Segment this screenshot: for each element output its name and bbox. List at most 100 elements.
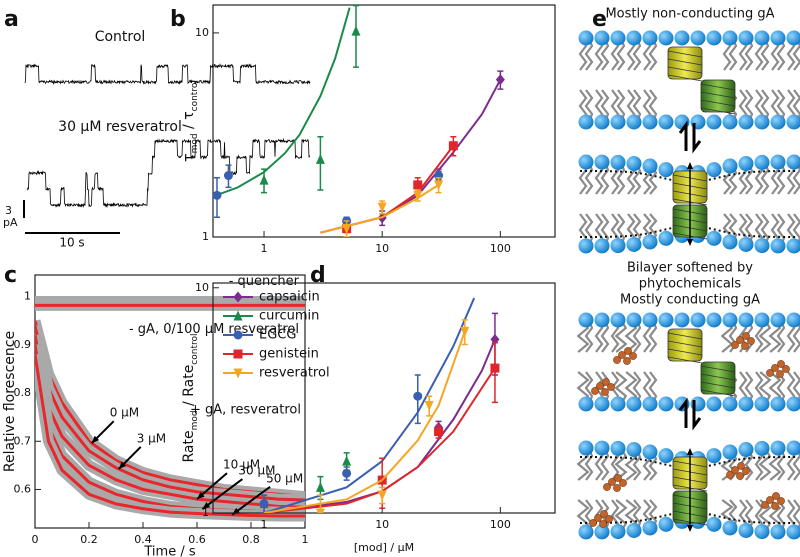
data-point bbox=[342, 224, 352, 235]
curve-label: 50 µM bbox=[266, 471, 303, 485]
helix-stripe bbox=[700, 99, 736, 107]
lipid-head bbox=[626, 442, 642, 458]
scale-label: 10 s bbox=[59, 236, 84, 250]
lipid-head bbox=[578, 154, 594, 170]
y-axis-label: Relative florescence bbox=[2, 331, 18, 472]
phytochemical bbox=[766, 369, 774, 377]
membrane-boundary bbox=[579, 511, 797, 524]
helix-stripe bbox=[700, 381, 736, 389]
lipid-head bbox=[738, 114, 754, 130]
phytochemical bbox=[589, 519, 597, 527]
data-point bbox=[315, 508, 325, 513]
phytochemical bbox=[623, 357, 631, 365]
gramicidin-helix bbox=[700, 79, 736, 113]
phytochemical bbox=[742, 467, 750, 475]
data-point bbox=[434, 427, 444, 437]
fit-curve bbox=[35, 334, 305, 509]
fit-line bbox=[263, 331, 466, 513]
lipid-head bbox=[594, 154, 610, 170]
lipid-tail bbox=[758, 447, 772, 481]
y-axis-label-part: mod bbox=[190, 410, 200, 430]
phytochemical bbox=[777, 497, 785, 505]
lipid-head bbox=[642, 444, 658, 460]
plot-area bbox=[213, 5, 505, 237]
data-point bbox=[342, 455, 352, 466]
data-point bbox=[413, 391, 423, 401]
lipid-head bbox=[754, 154, 770, 170]
lipid-head bbox=[786, 396, 800, 412]
panel-label: e bbox=[592, 7, 607, 32]
lipid-head bbox=[610, 154, 626, 170]
lipid-head bbox=[626, 236, 642, 252]
lipid-head bbox=[658, 516, 674, 532]
phytochemical bbox=[613, 356, 621, 364]
data-point bbox=[490, 363, 500, 373]
lipid-head bbox=[690, 30, 706, 46]
y-axis-label: τmod / τcontrol bbox=[181, 80, 200, 162]
legend-label: curcumin bbox=[259, 309, 319, 324]
fit-line bbox=[213, 7, 351, 198]
data-point bbox=[213, 190, 222, 200]
equilibrium-arrow bbox=[678, 397, 688, 428]
phytochemical bbox=[731, 466, 739, 474]
lipid-head bbox=[786, 30, 800, 46]
phytochemical bbox=[742, 332, 750, 340]
phytochemical bbox=[776, 370, 784, 378]
plot-frame bbox=[212, 4, 556, 238]
lipid-head bbox=[786, 238, 800, 254]
lipid-head bbox=[610, 396, 626, 412]
gramicidin-helix bbox=[667, 46, 703, 80]
lipid-head bbox=[658, 30, 674, 46]
lipid-head bbox=[594, 114, 610, 130]
lipid-head bbox=[642, 396, 658, 412]
y-tick-label: 0.8 bbox=[14, 386, 32, 399]
lipid-head bbox=[786, 524, 800, 540]
phytochemical bbox=[741, 342, 749, 350]
phytochemical bbox=[737, 462, 745, 470]
lipid-head bbox=[738, 522, 754, 538]
membrane-boundary bbox=[579, 225, 797, 238]
phytochemical bbox=[602, 378, 610, 386]
lipid-head bbox=[722, 312, 738, 328]
data-point bbox=[259, 499, 269, 509]
phytochemical bbox=[619, 479, 627, 487]
lipid-head bbox=[578, 114, 594, 130]
lipid-head bbox=[578, 238, 594, 254]
lipid-tail bbox=[758, 319, 772, 353]
helix-stripe bbox=[667, 66, 703, 74]
fit-line bbox=[320, 184, 440, 234]
phytochemical bbox=[726, 471, 734, 479]
y-axis-label-part: / Rate bbox=[181, 365, 197, 411]
lipid-tail bbox=[614, 371, 628, 405]
helix-stripe bbox=[700, 107, 736, 115]
legend-marker bbox=[233, 368, 243, 379]
data-point bbox=[315, 481, 325, 492]
lipid-head bbox=[722, 30, 738, 46]
arrow-head bbox=[91, 435, 100, 444]
helix-stripe bbox=[667, 50, 703, 58]
phytochemical bbox=[614, 474, 622, 482]
x-tick-label: 1 bbox=[261, 518, 268, 531]
ion-arrow bbox=[687, 162, 693, 169]
lipid-head bbox=[706, 162, 722, 178]
phytochemical bbox=[782, 365, 790, 373]
y-axis-label-part: / τ bbox=[181, 111, 197, 133]
helix-stripe bbox=[667, 340, 703, 348]
lipid-head bbox=[658, 312, 674, 328]
helix-stripe bbox=[667, 348, 703, 356]
helix-stripe bbox=[700, 373, 736, 381]
lipid-head bbox=[754, 524, 770, 540]
x-tick-label: 100 bbox=[490, 242, 511, 255]
lipid-head bbox=[706, 448, 722, 464]
equilibrium-arrow bbox=[678, 120, 688, 151]
lipid-head bbox=[706, 312, 722, 328]
lipid-head bbox=[722, 114, 738, 130]
lipid-tail bbox=[758, 371, 772, 405]
lipid-head bbox=[770, 30, 786, 46]
phytochemical bbox=[608, 478, 616, 486]
panel-label: b bbox=[170, 7, 186, 32]
helix-stripe bbox=[700, 389, 736, 397]
data-point bbox=[424, 401, 434, 412]
plot-frame bbox=[212, 282, 556, 514]
